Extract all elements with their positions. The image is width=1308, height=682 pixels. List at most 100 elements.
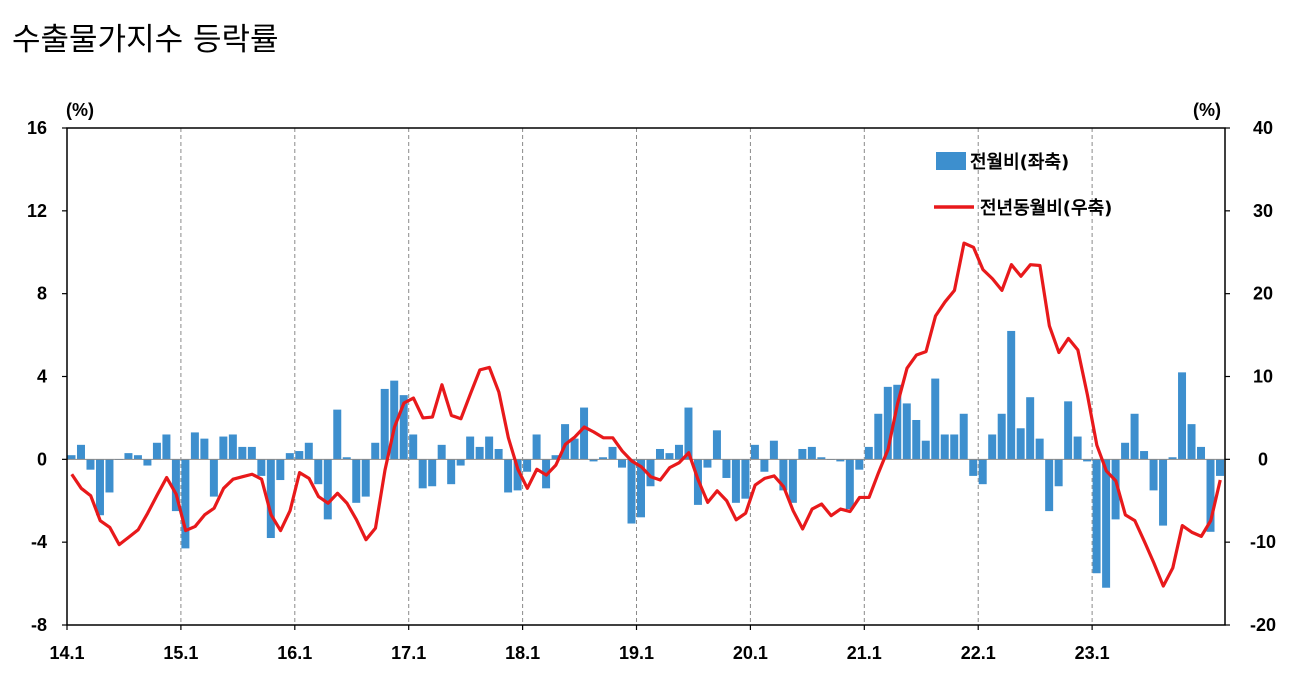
bar-27 (323, 459, 332, 520)
bar-34 (390, 380, 399, 460)
right-tick-0: 0 (1258, 449, 1268, 469)
bar-84 (864, 446, 873, 460)
bar-58 (618, 459, 627, 468)
bar-112 (1130, 413, 1139, 460)
bar-68 (712, 430, 721, 460)
bar-18 (238, 446, 247, 460)
bar-46 (504, 459, 513, 493)
bar-110 (1111, 459, 1120, 520)
bar-37 (418, 459, 427, 489)
bar-74 (769, 440, 778, 460)
x-tick-16.1: 16.1 (277, 643, 312, 663)
bar-119 (1197, 446, 1206, 460)
bar-76 (788, 459, 797, 503)
x-tick-19.1: 19.1 (619, 643, 654, 663)
bar-19 (247, 446, 256, 460)
bar-35 (399, 395, 408, 460)
bar-31 (361, 459, 370, 497)
bar-55 (589, 459, 598, 462)
bar-86 (883, 386, 892, 460)
bar-57 (608, 446, 617, 460)
bar-103 (1045, 459, 1054, 512)
bar-69 (722, 459, 731, 478)
bar-38 (428, 459, 437, 487)
bar-8 (143, 459, 152, 466)
legend-bar-label: 전월비(좌축) (970, 152, 1069, 173)
bar-22 (276, 459, 285, 481)
bar-75 (779, 459, 788, 491)
bar-44 (485, 436, 494, 460)
bar-21 (266, 459, 275, 539)
bar-14 (200, 438, 209, 460)
bar-106 (1073, 436, 1082, 460)
bar-92 (940, 434, 949, 460)
bar-0 (67, 455, 76, 460)
bar-9 (152, 442, 161, 460)
x-tick-21.1: 21.1 (847, 643, 882, 663)
bar-96 (978, 459, 987, 485)
left-tick--4: -4 (31, 532, 47, 552)
bar-16 (219, 436, 228, 460)
bar-108 (1092, 459, 1101, 574)
right-axis-unit: (%) (1193, 100, 1221, 120)
bar-79 (817, 457, 826, 460)
x-tick-20.1: 20.1 (733, 643, 768, 663)
bar-67 (703, 459, 712, 468)
bar-97 (988, 434, 997, 460)
bar-70 (731, 459, 740, 503)
bar-99 (1007, 330, 1016, 460)
bar-65 (684, 407, 693, 460)
x-tick-18.1: 18.1 (505, 643, 540, 663)
bar-64 (674, 444, 683, 460)
bar-100 (1016, 428, 1025, 460)
bar-51 (551, 455, 560, 460)
bar-73 (760, 459, 769, 472)
bar-90 (921, 440, 930, 460)
bar-4 (105, 459, 114, 493)
bar-40 (447, 459, 456, 485)
bar-109 (1102, 459, 1111, 588)
bar-77 (798, 448, 807, 460)
bar-93 (950, 434, 959, 460)
bar-25 (304, 442, 313, 460)
bar-95 (969, 459, 978, 476)
bar-121 (1216, 459, 1224, 476)
x-tick-14.1: 14.1 (49, 643, 84, 663)
bar-1 (76, 444, 85, 460)
bar-41 (456, 459, 465, 466)
grid-lines (180, 128, 1093, 625)
bar-10 (162, 434, 171, 460)
bar-23 (285, 453, 294, 460)
bar-29 (342, 457, 351, 460)
bar-89 (912, 419, 921, 460)
bar-11 (171, 459, 180, 512)
bar-28 (333, 409, 342, 460)
legend-bar-swatch (936, 152, 966, 170)
bar-15 (209, 459, 218, 497)
left-tick-8: 8 (37, 284, 47, 304)
bar-33 (380, 388, 389, 460)
bar-105 (1064, 401, 1073, 460)
bar-71 (741, 459, 750, 499)
bar-60 (637, 459, 645, 518)
bar-62 (655, 448, 664, 460)
x-tick-23.1: 23.1 (1075, 643, 1110, 663)
bar-81 (836, 459, 845, 462)
legend: 전월비(좌축) 전년동월비(우축) (934, 152, 1112, 219)
bar-49 (532, 434, 541, 460)
left-tick-12: 12 (27, 201, 47, 221)
x-tick-15.1: 15.1 (163, 643, 198, 663)
bar-26 (314, 459, 323, 485)
chart-title: 수출물가지수 등락률 (12, 22, 279, 58)
bar-83 (855, 459, 864, 470)
bar-54 (580, 407, 589, 460)
bar-85 (874, 413, 883, 460)
right-tick-30: 30 (1253, 201, 1273, 221)
bar-78 (807, 446, 816, 460)
right-tick--20: -20 (1250, 615, 1276, 635)
right-tick--10: -10 (1250, 532, 1276, 552)
bar-101 (1026, 397, 1035, 460)
bar-72 (750, 444, 759, 460)
x-tick-17.1: 17.1 (391, 643, 426, 663)
legend-line-label: 전년동월비(우축) (980, 198, 1112, 219)
